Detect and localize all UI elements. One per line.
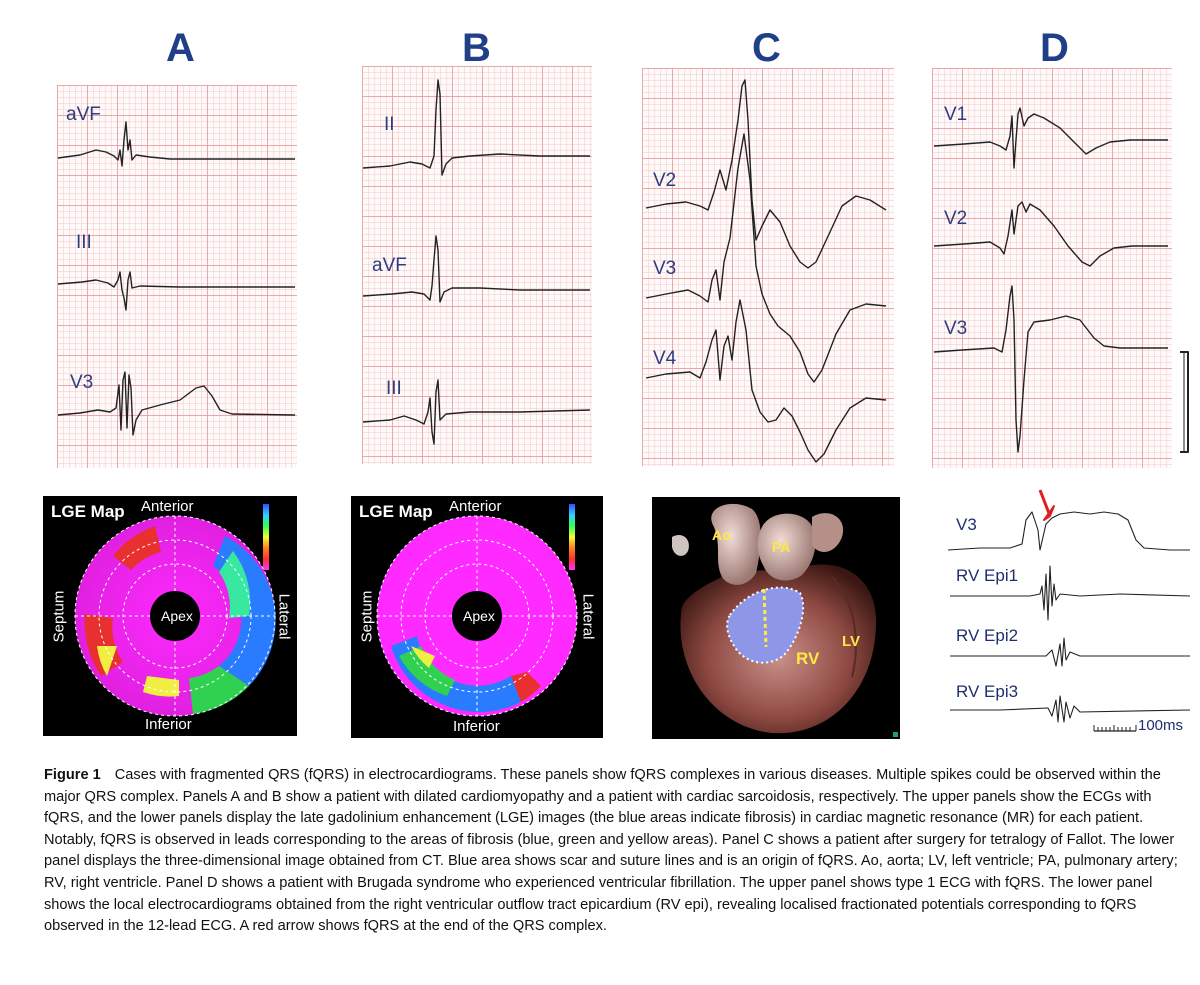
heart-3d-render [672, 503, 877, 734]
lge-colorbar [569, 504, 575, 570]
lead-label: aVF [372, 255, 407, 276]
lead-label: aVF [66, 104, 101, 125]
ct-corner-mark [893, 732, 898, 737]
red-arrow-head [1043, 505, 1055, 521]
lead-label: III [386, 378, 402, 399]
epi-lead-label: V3 [956, 515, 977, 534]
ct-label-rv: RV [796, 649, 820, 668]
lge-anterior-label: Anterior [449, 498, 502, 515]
lge-colorbar [263, 504, 269, 570]
figure-caption: Figure 1 Cases with fragmented QRS (fQRS)… [44, 765, 1194, 938]
lead-label: V4 [653, 348, 677, 369]
lead-label: V1 [944, 104, 968, 125]
lead-label: III [76, 232, 92, 253]
panel-letter-b: B [462, 26, 491, 70]
epi-lead-label: RV Epi2 [956, 626, 1019, 645]
lge-inferior-label: Inferior [453, 718, 500, 735]
lead-label: II [384, 114, 395, 135]
lge-map-b: LGE Map Anterior Inferior Septum Lateral… [351, 496, 603, 738]
lge-bullseye-a [74, 515, 276, 717]
panel-letter-a: A [166, 26, 195, 70]
lead-label: V3 [944, 318, 968, 339]
lead-label: V2 [653, 170, 677, 191]
lge-anterior-label: Anterior [141, 498, 194, 515]
lead-label: V3 [653, 258, 677, 279]
ct-label-pa: PA [772, 539, 791, 555]
ecg-grid-c [642, 68, 894, 466]
lge-title: LGE Map [359, 502, 433, 521]
ct-3d-image: Ao PA RV LV [652, 497, 900, 739]
epi-lead-label: RV Epi1 [956, 566, 1019, 585]
lge-map-a: LGE Map Anterior Inferior Septum Lateral… [43, 496, 297, 736]
panel-letter-c: C [752, 26, 781, 70]
lge-apex-label: Apex [161, 608, 193, 624]
epi-lead-label: RV Epi3 [956, 682, 1019, 701]
lge-inferior-label: Inferior [145, 716, 192, 733]
lead-label: V3 [70, 372, 94, 393]
caption-text: Cases with fragmented QRS (fQRS) in elec… [44, 767, 1178, 935]
lge-title: LGE Map [51, 502, 125, 521]
ct-label-lv: LV [842, 633, 861, 650]
lge-apex-label: Apex [463, 608, 495, 624]
ecg-grid-a [57, 85, 297, 468]
figure-label: Figure 1 [44, 767, 101, 783]
ct-label-ao: Ao [712, 527, 731, 543]
red-arrow-shaft [1038, 489, 1052, 517]
ecg-grid-b [362, 66, 592, 464]
lead-label: V2 [944, 208, 968, 229]
ecg-grid-d [932, 68, 1172, 468]
scale-label: 100ms [1138, 717, 1184, 734]
lge-bullseye-b [376, 515, 578, 717]
panel-letter-d: D [1040, 26, 1069, 70]
